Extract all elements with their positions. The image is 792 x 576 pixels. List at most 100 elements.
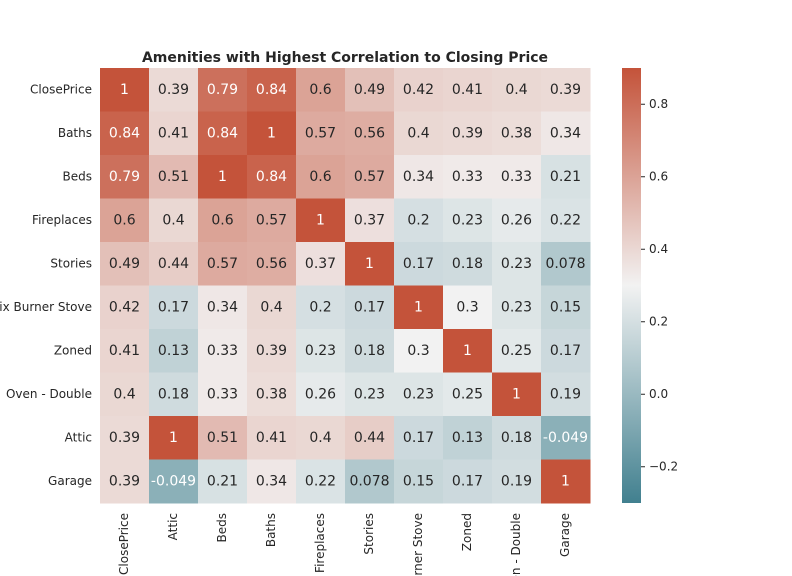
x-tick-label: Zoned bbox=[460, 513, 474, 551]
heatmap-cell bbox=[296, 459, 346, 504]
heatmap-cell bbox=[541, 155, 591, 199]
x-tick-label: Fireplaces bbox=[313, 513, 327, 573]
cell-label: 0.6 bbox=[309, 169, 331, 185]
heatmap-cell bbox=[296, 372, 346, 417]
cell-label: 0.56 bbox=[256, 256, 287, 272]
heatmap-cell bbox=[296, 155, 346, 199]
cell-label: 0.078 bbox=[349, 473, 389, 489]
cell-label: 1 bbox=[316, 212, 325, 228]
chart-title: Amenities with Highest Correlation to Cl… bbox=[142, 50, 548, 66]
y-tick-label: Six Burner Stove bbox=[0, 300, 92, 314]
cell-label: 0.39 bbox=[550, 82, 581, 98]
heatmap-cell bbox=[149, 459, 199, 504]
cell-label: 0.4 bbox=[162, 212, 184, 228]
cell-label: 0.2 bbox=[309, 299, 331, 315]
cell-label: 0.4 bbox=[260, 299, 282, 315]
cell-label: 0.37 bbox=[305, 256, 336, 272]
colorbar-tick-label: 0.6 bbox=[649, 169, 668, 183]
cell-label: 0.39 bbox=[158, 82, 189, 98]
cell-label: 0.18 bbox=[501, 430, 532, 446]
cell-label: 0.23 bbox=[354, 386, 385, 402]
cell-label: 0.41 bbox=[452, 82, 483, 98]
cell-label: 0.3 bbox=[407, 343, 429, 359]
colorbar-tick-label: 0.8 bbox=[649, 97, 668, 111]
heatmap-cell bbox=[443, 111, 493, 156]
heatmap-cell bbox=[198, 198, 248, 243]
heatmap-cell bbox=[149, 242, 199, 286]
cell-label: 0.23 bbox=[305, 343, 336, 359]
heatmap-cell bbox=[541, 198, 591, 243]
heatmap-cell bbox=[149, 68, 199, 112]
cell-label: 0.18 bbox=[354, 343, 385, 359]
y-tick-label: Beds bbox=[63, 169, 92, 183]
cell-label: 0.33 bbox=[207, 343, 238, 359]
cell-label: 0.17 bbox=[354, 299, 385, 315]
cell-label: 0.41 bbox=[158, 125, 189, 141]
heatmap-cell bbox=[541, 68, 591, 112]
cell-label: 0.3 bbox=[456, 299, 478, 315]
heatmap-cell bbox=[100, 416, 150, 460]
heatmap-cell bbox=[149, 329, 199, 373]
cell-label: 0.42 bbox=[403, 82, 434, 98]
cell-label: 1 bbox=[120, 82, 129, 98]
y-tick-label: Baths bbox=[58, 126, 92, 140]
cell-label: 0.34 bbox=[207, 299, 238, 315]
cell-label: 0.6 bbox=[211, 212, 233, 228]
cell-label: -0.049 bbox=[151, 473, 196, 489]
y-tick-label: Attic bbox=[65, 430, 92, 444]
y-tick-label: Garage bbox=[48, 474, 92, 488]
heatmap-cell bbox=[345, 242, 395, 286]
heatmap-cell bbox=[345, 372, 395, 417]
heatmap-cell bbox=[247, 242, 297, 286]
cell-label: 0.34 bbox=[550, 125, 581, 141]
heatmap-cell bbox=[541, 416, 591, 460]
heatmap-cell bbox=[198, 155, 248, 199]
cell-label: 0.37 bbox=[354, 212, 385, 228]
heatmap-cell bbox=[492, 329, 542, 373]
cell-label: 0.79 bbox=[207, 82, 238, 98]
heatmap-cell bbox=[198, 329, 248, 373]
cell-label: 0.38 bbox=[501, 125, 532, 141]
heatmap-cell bbox=[198, 285, 248, 330]
cell-label: 1 bbox=[267, 125, 276, 141]
heatmap-cell bbox=[247, 372, 297, 417]
cell-label: 0.21 bbox=[207, 473, 238, 489]
cell-label: 0.39 bbox=[109, 430, 140, 446]
heatmap-cell bbox=[394, 329, 444, 373]
cell-label: 0.23 bbox=[452, 212, 483, 228]
cell-label: 0.2 bbox=[407, 212, 429, 228]
cell-label: 0.44 bbox=[354, 430, 385, 446]
cell-label: 0.23 bbox=[501, 299, 532, 315]
heatmap-cell bbox=[541, 329, 591, 373]
cell-label: 0.84 bbox=[256, 169, 287, 185]
heatmap-cell bbox=[345, 155, 395, 199]
heatmap-cell bbox=[247, 198, 297, 243]
cell-label: 0.57 bbox=[354, 169, 385, 185]
heatmap-cell bbox=[198, 242, 248, 286]
heatmap-cell bbox=[394, 155, 444, 199]
cell-label: 0.33 bbox=[207, 386, 238, 402]
cell-label: 0.4 bbox=[505, 82, 527, 98]
cell-label: 0.84 bbox=[256, 82, 287, 98]
heatmap-cell bbox=[541, 459, 591, 504]
x-tick-label: Garage bbox=[558, 513, 572, 557]
cell-label: 0.17 bbox=[550, 343, 581, 359]
heatmap-cell bbox=[443, 242, 493, 286]
heatmap-cell bbox=[345, 416, 395, 460]
heatmap-cell bbox=[247, 459, 297, 504]
cell-label: 0.17 bbox=[158, 299, 189, 315]
heatmap-cell bbox=[443, 372, 493, 417]
heatmap-cell bbox=[296, 198, 346, 243]
heatmap-cell bbox=[443, 285, 493, 330]
cell-label: 0.39 bbox=[109, 473, 140, 489]
heatmap-cell bbox=[296, 416, 346, 460]
heatmap-cell bbox=[100, 242, 150, 286]
heatmap-cell bbox=[149, 285, 199, 330]
cell-label: 0.18 bbox=[158, 386, 189, 402]
cell-label: 0.17 bbox=[403, 430, 434, 446]
heatmap-cell bbox=[345, 329, 395, 373]
x-tick-label: Stories bbox=[362, 513, 376, 555]
heatmap-cell bbox=[443, 329, 493, 373]
cell-label: 0.56 bbox=[354, 125, 385, 141]
heatmap-cell bbox=[492, 285, 542, 330]
